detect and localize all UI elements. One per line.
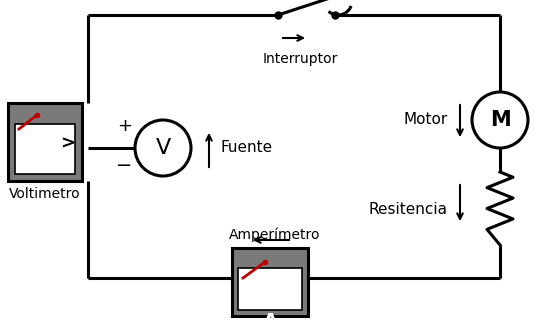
Circle shape bbox=[472, 92, 528, 148]
Text: Motor: Motor bbox=[404, 113, 448, 128]
Bar bbox=[238, 268, 302, 310]
Text: Voltimetro: Voltimetro bbox=[9, 187, 81, 201]
Text: Interruptor: Interruptor bbox=[262, 52, 337, 66]
Bar bbox=[232, 248, 308, 316]
Text: +: + bbox=[117, 117, 132, 135]
Text: A: A bbox=[262, 312, 277, 328]
Text: M: M bbox=[490, 110, 510, 130]
Text: Fuente: Fuente bbox=[221, 140, 273, 155]
Text: Resitencia: Resitencia bbox=[369, 202, 448, 217]
Text: V: V bbox=[155, 138, 171, 158]
Bar bbox=[8, 103, 82, 181]
Text: Amperímetro: Amperímetro bbox=[229, 228, 321, 242]
Circle shape bbox=[135, 120, 191, 176]
Text: −: − bbox=[116, 156, 132, 175]
Text: >: > bbox=[61, 135, 76, 153]
Bar bbox=[15, 124, 75, 174]
